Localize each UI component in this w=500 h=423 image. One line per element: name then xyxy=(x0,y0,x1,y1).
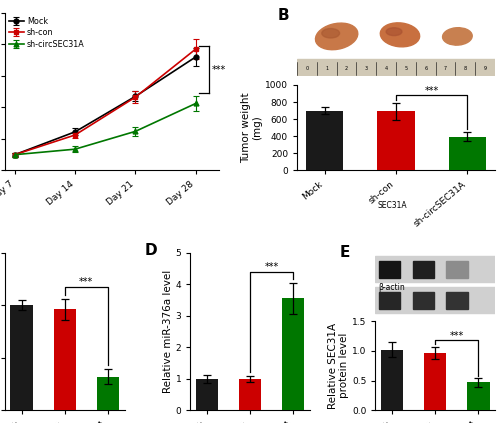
Text: 2: 2 xyxy=(345,66,348,71)
Bar xyxy=(297,58,495,76)
Bar xyxy=(381,350,404,410)
Text: ***: *** xyxy=(424,85,439,96)
Text: β-actin: β-actin xyxy=(378,283,404,291)
Y-axis label: Relative miR-376a level: Relative miR-376a level xyxy=(162,270,172,393)
Text: 5: 5 xyxy=(404,66,407,71)
Text: SEC31A: SEC31A xyxy=(378,201,408,210)
Bar xyxy=(378,261,400,278)
Text: 9: 9 xyxy=(484,66,486,71)
Y-axis label: Tumor weight
(mg): Tumor weight (mg) xyxy=(240,92,262,163)
Text: 0: 0 xyxy=(306,66,308,71)
Bar xyxy=(424,353,446,410)
Bar xyxy=(446,292,468,309)
Ellipse shape xyxy=(322,28,340,38)
Ellipse shape xyxy=(316,23,358,50)
Bar xyxy=(412,292,434,309)
Bar xyxy=(376,287,495,313)
Ellipse shape xyxy=(386,28,402,36)
Text: B: B xyxy=(277,8,289,22)
Bar xyxy=(449,137,486,170)
Ellipse shape xyxy=(380,23,420,47)
Text: 8: 8 xyxy=(464,66,467,71)
Bar xyxy=(412,261,434,278)
Text: 6: 6 xyxy=(424,66,428,71)
Bar xyxy=(54,309,76,410)
Bar xyxy=(376,255,495,282)
Text: ***: *** xyxy=(450,331,464,341)
Text: 4: 4 xyxy=(384,66,388,71)
Bar xyxy=(239,379,261,410)
Bar xyxy=(196,379,218,410)
Bar xyxy=(378,111,414,170)
Y-axis label: Relative SEC31A
protein level: Relative SEC31A protein level xyxy=(328,323,349,409)
Bar xyxy=(446,261,468,278)
Text: D: D xyxy=(145,243,158,258)
Ellipse shape xyxy=(442,27,472,45)
Bar xyxy=(306,110,343,170)
Legend: Mock, sh-con, sh-circSEC31A: Mock, sh-con, sh-circSEC31A xyxy=(6,14,87,52)
Text: 1: 1 xyxy=(325,66,328,71)
Text: 7: 7 xyxy=(444,66,447,71)
Text: ***: *** xyxy=(79,277,94,287)
Bar xyxy=(282,298,304,410)
Text: E: E xyxy=(340,245,350,260)
Text: ***: *** xyxy=(212,65,226,74)
Bar xyxy=(96,376,119,410)
Bar xyxy=(467,382,489,410)
Bar xyxy=(378,292,400,309)
Text: ***: *** xyxy=(264,261,278,272)
Bar xyxy=(10,305,33,410)
Text: 3: 3 xyxy=(365,66,368,71)
